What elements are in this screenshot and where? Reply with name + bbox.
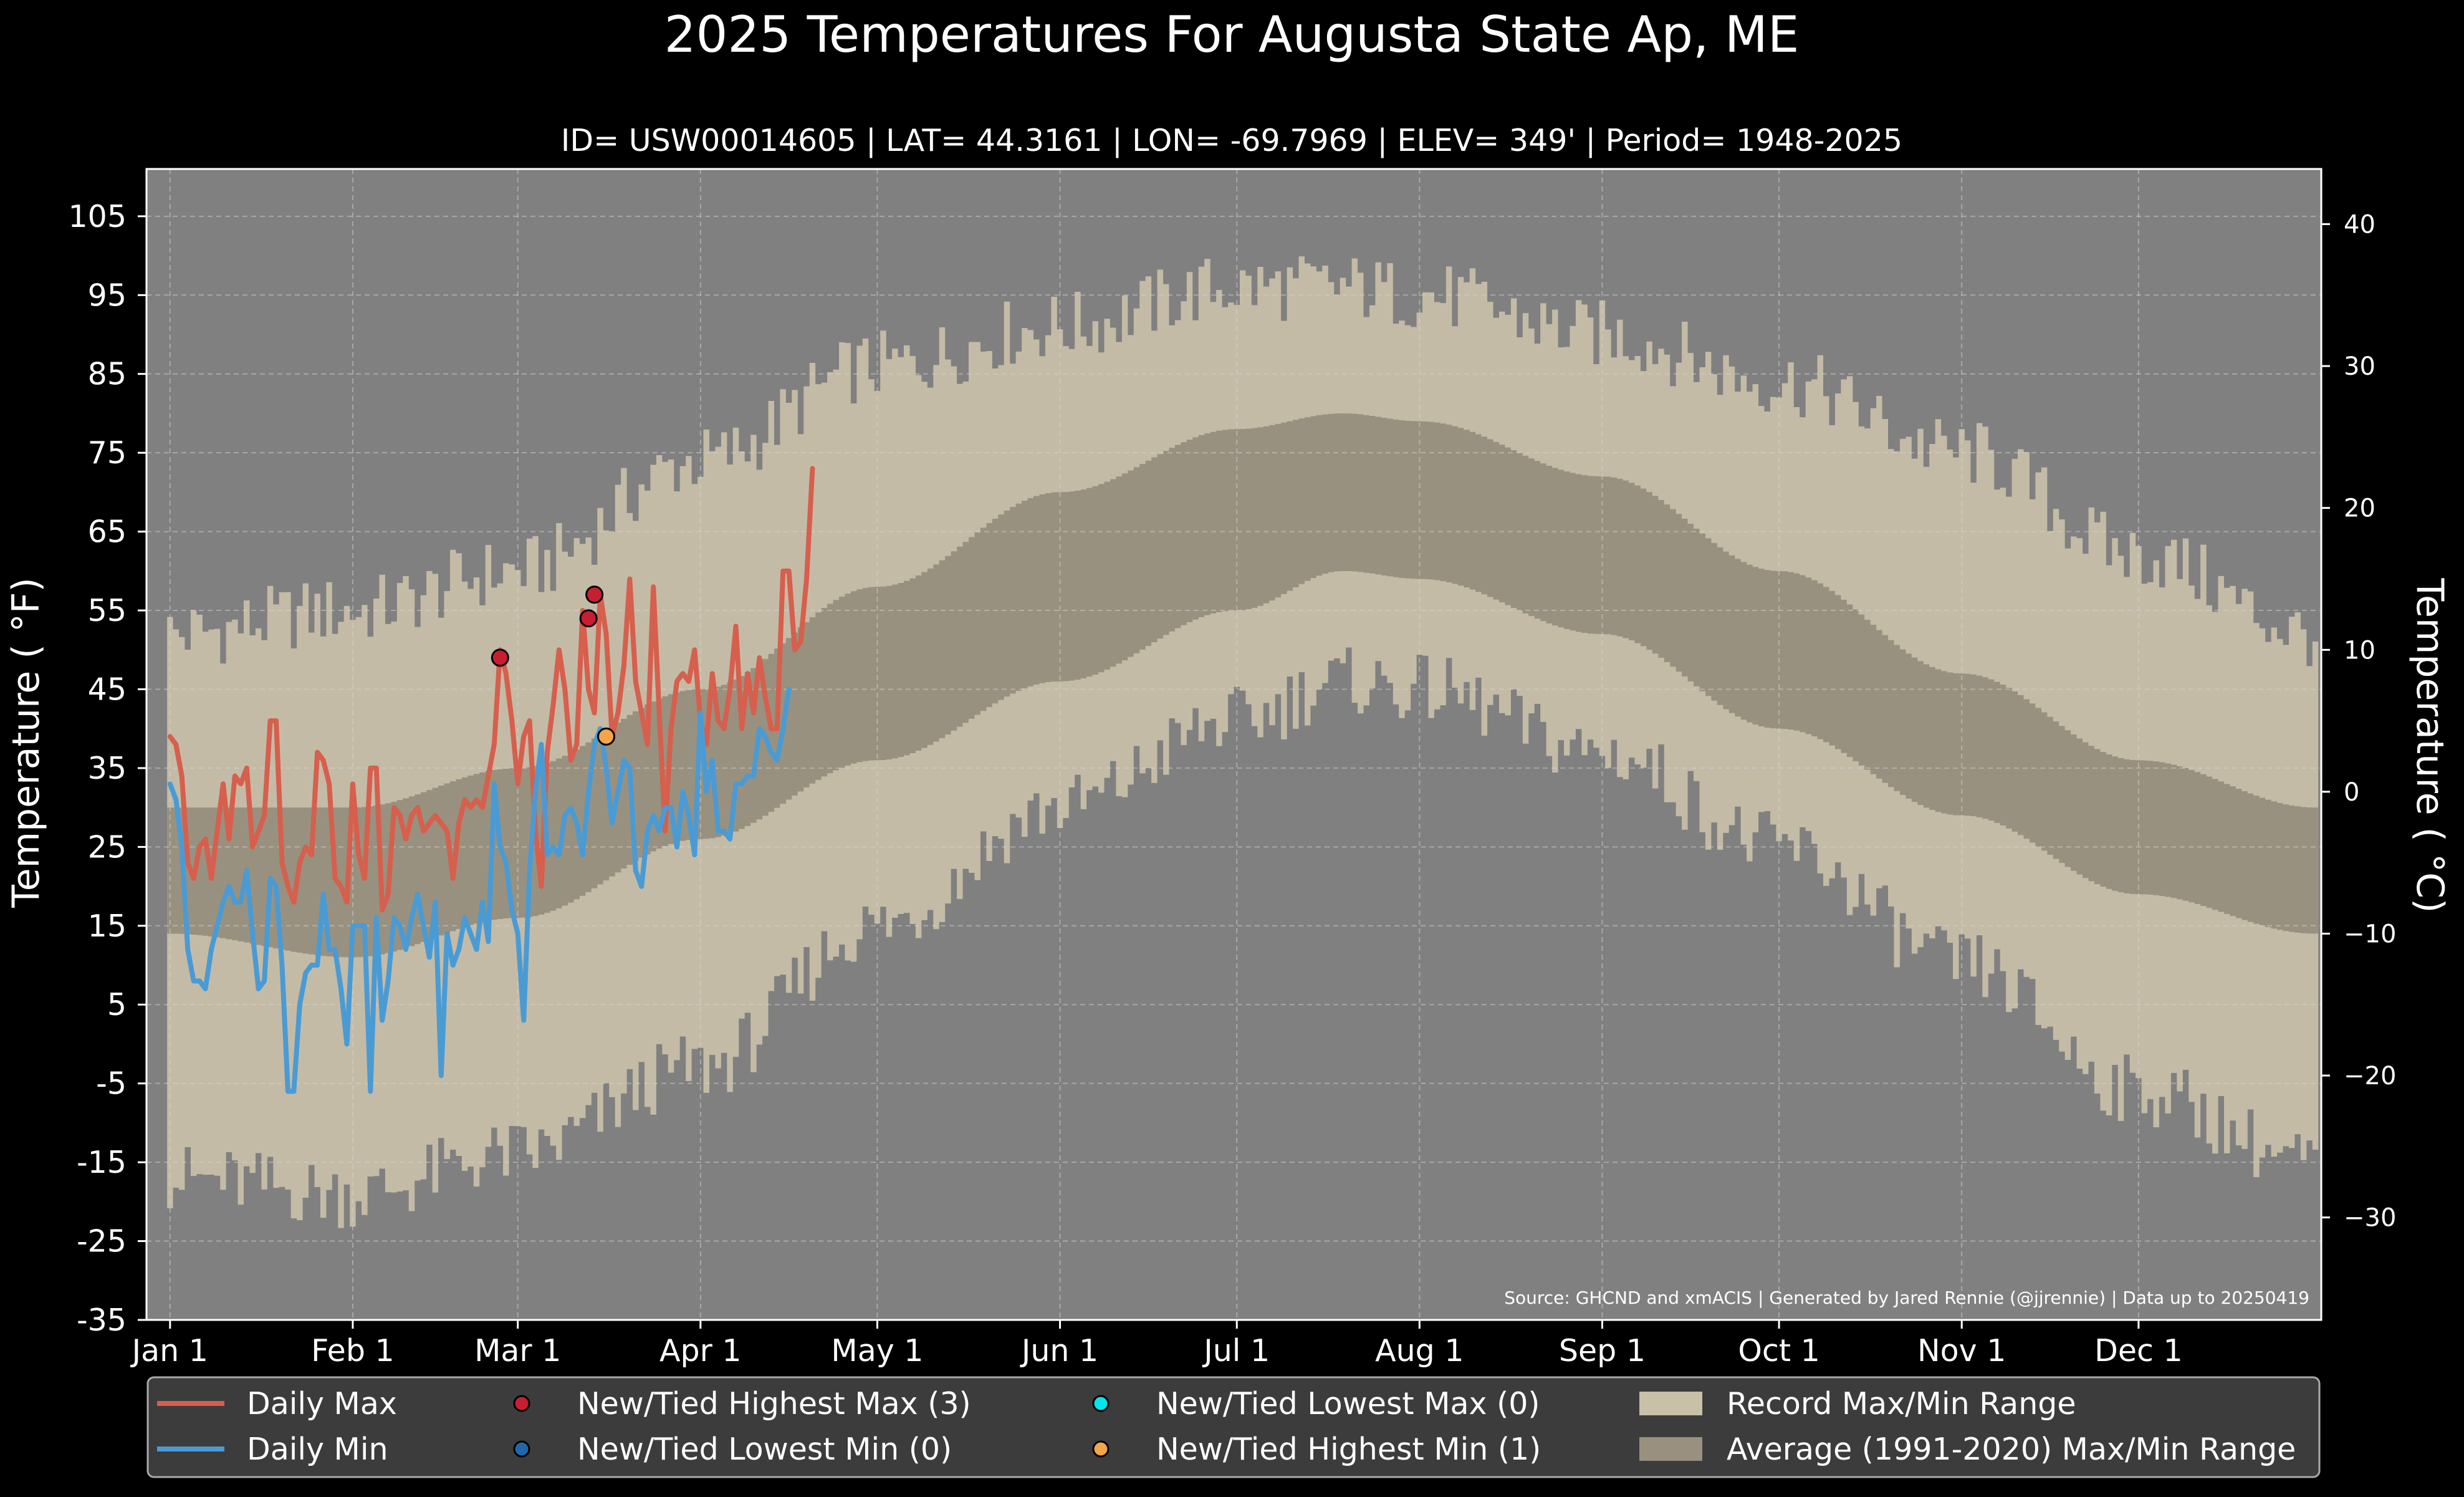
x-tick-label: May 1 <box>831 1333 923 1369</box>
y-tick-label-fahrenheit: 95 <box>88 277 127 313</box>
y-tick-label-fahrenheit: 85 <box>88 357 127 392</box>
chart-title: 2025 Temperatures For Augusta State Ap, … <box>664 6 1800 64</box>
plot-frame <box>145 168 2323 1321</box>
y-tick-label-celsius: 30 <box>2344 352 2375 381</box>
y-tick-label-celsius: −20 <box>2344 1062 2396 1090</box>
record-marker <box>597 727 616 746</box>
legend-label: New/Tied Lowest Max (0) <box>1156 1386 1540 1422</box>
y-tick-label-celsius: 40 <box>2344 211 2375 239</box>
legend-swatch-marker <box>1092 1440 1110 1458</box>
daily-min-line <box>167 686 792 1094</box>
x-tick-label: Sep 1 <box>1559 1333 1646 1369</box>
record-marker <box>491 648 509 667</box>
y-tick-label-fahrenheit: 55 <box>88 593 127 628</box>
legend-swatch-marker <box>513 1395 530 1412</box>
legend-swatch-marker <box>1092 1395 1110 1412</box>
daily-max-line <box>167 466 815 913</box>
y-tick-label-fahrenheit: 75 <box>88 435 127 471</box>
y-axis-label-celsius: Temperature ( °C) <box>2408 578 2452 913</box>
legend-label: New/Tied Highest Min (1) <box>1156 1432 1541 1467</box>
legend-swatch-patch <box>1639 1437 1702 1461</box>
y-tick-label-fahrenheit: -25 <box>77 1224 127 1259</box>
x-tick-label: Jul 1 <box>1202 1333 1270 1369</box>
x-tick-label: Nov 1 <box>1917 1333 2006 1369</box>
legend-label: New/Tied Lowest Min (0) <box>577 1432 952 1467</box>
x-tick-label: Jun 1 <box>1020 1333 1098 1369</box>
x-tick-label: Dec 1 <box>2094 1333 2183 1369</box>
legend: Daily Max New/Tied Highest Max (3) New/Tie… <box>146 1376 2321 1478</box>
x-tick-label: Oct 1 <box>1738 1333 1819 1369</box>
y-tick-label-fahrenheit: 105 <box>68 199 127 234</box>
x-tick-label: Apr 1 <box>659 1333 742 1369</box>
legend-box <box>146 1376 2321 1478</box>
chart-subtitle: ID= USW00014605 | LAT= 44.3161 | LON= -6… <box>561 123 1902 158</box>
plot-area <box>146 169 2321 1321</box>
y-tick-label-fahrenheit: 5 <box>107 987 127 1023</box>
normal-range-band <box>167 413 2319 958</box>
y-tick-label-celsius: −30 <box>2344 1204 2396 1233</box>
x-tick-label: Mar 1 <box>474 1333 561 1369</box>
y-tick-label-fahrenheit: -35 <box>77 1302 127 1338</box>
y-tick-label-fahrenheit: -15 <box>77 1145 127 1180</box>
legend-label: Record Max/Min Range <box>1727 1386 2076 1422</box>
legend-label: New/Tied Highest Max (3) <box>577 1386 971 1422</box>
y-tick-label-fahrenheit: 15 <box>88 908 127 944</box>
x-tick-label: Aug 1 <box>1375 1333 1464 1369</box>
y-tick-label-fahrenheit: 35 <box>88 751 127 786</box>
legend-label: Daily Min <box>247 1432 388 1467</box>
y-tick-label-celsius: 0 <box>2344 778 2359 807</box>
y-tick-label-fahrenheit: -5 <box>96 1066 127 1102</box>
legend-swatch-patch <box>1639 1392 1702 1415</box>
legend-label: Daily Max <box>247 1386 397 1422</box>
source-note: Source: GHCND and xmACIS | Generated by … <box>1504 1288 2309 1308</box>
record-range-band <box>167 256 2319 1228</box>
record-marker <box>585 585 604 604</box>
y-tick-label-celsius: 20 <box>2344 494 2375 523</box>
y-axis-label-fahrenheit: Temperature ( °F) <box>4 577 48 908</box>
x-tick-label: Jan 1 <box>130 1333 208 1369</box>
legend-swatch-marker <box>513 1440 530 1458</box>
x-tick-label: Feb 1 <box>311 1333 395 1369</box>
y-tick-label-celsius: −10 <box>2344 920 2396 948</box>
y-tick-label-celsius: 10 <box>2344 636 2375 665</box>
y-tick-label-fahrenheit: 45 <box>88 671 127 707</box>
record-marker <box>579 609 598 628</box>
y-tick-label-fahrenheit: 25 <box>88 829 127 865</box>
legend-label: Average (1991-2020) Max/Min Range <box>1727 1432 2296 1467</box>
axes: 105 95 85 75 65 55 45 35 25 15 5 -5 -15 -25 -35 40 30 20 1… <box>68 168 2396 1369</box>
y-tick-label-fahrenheit: 65 <box>88 514 127 550</box>
